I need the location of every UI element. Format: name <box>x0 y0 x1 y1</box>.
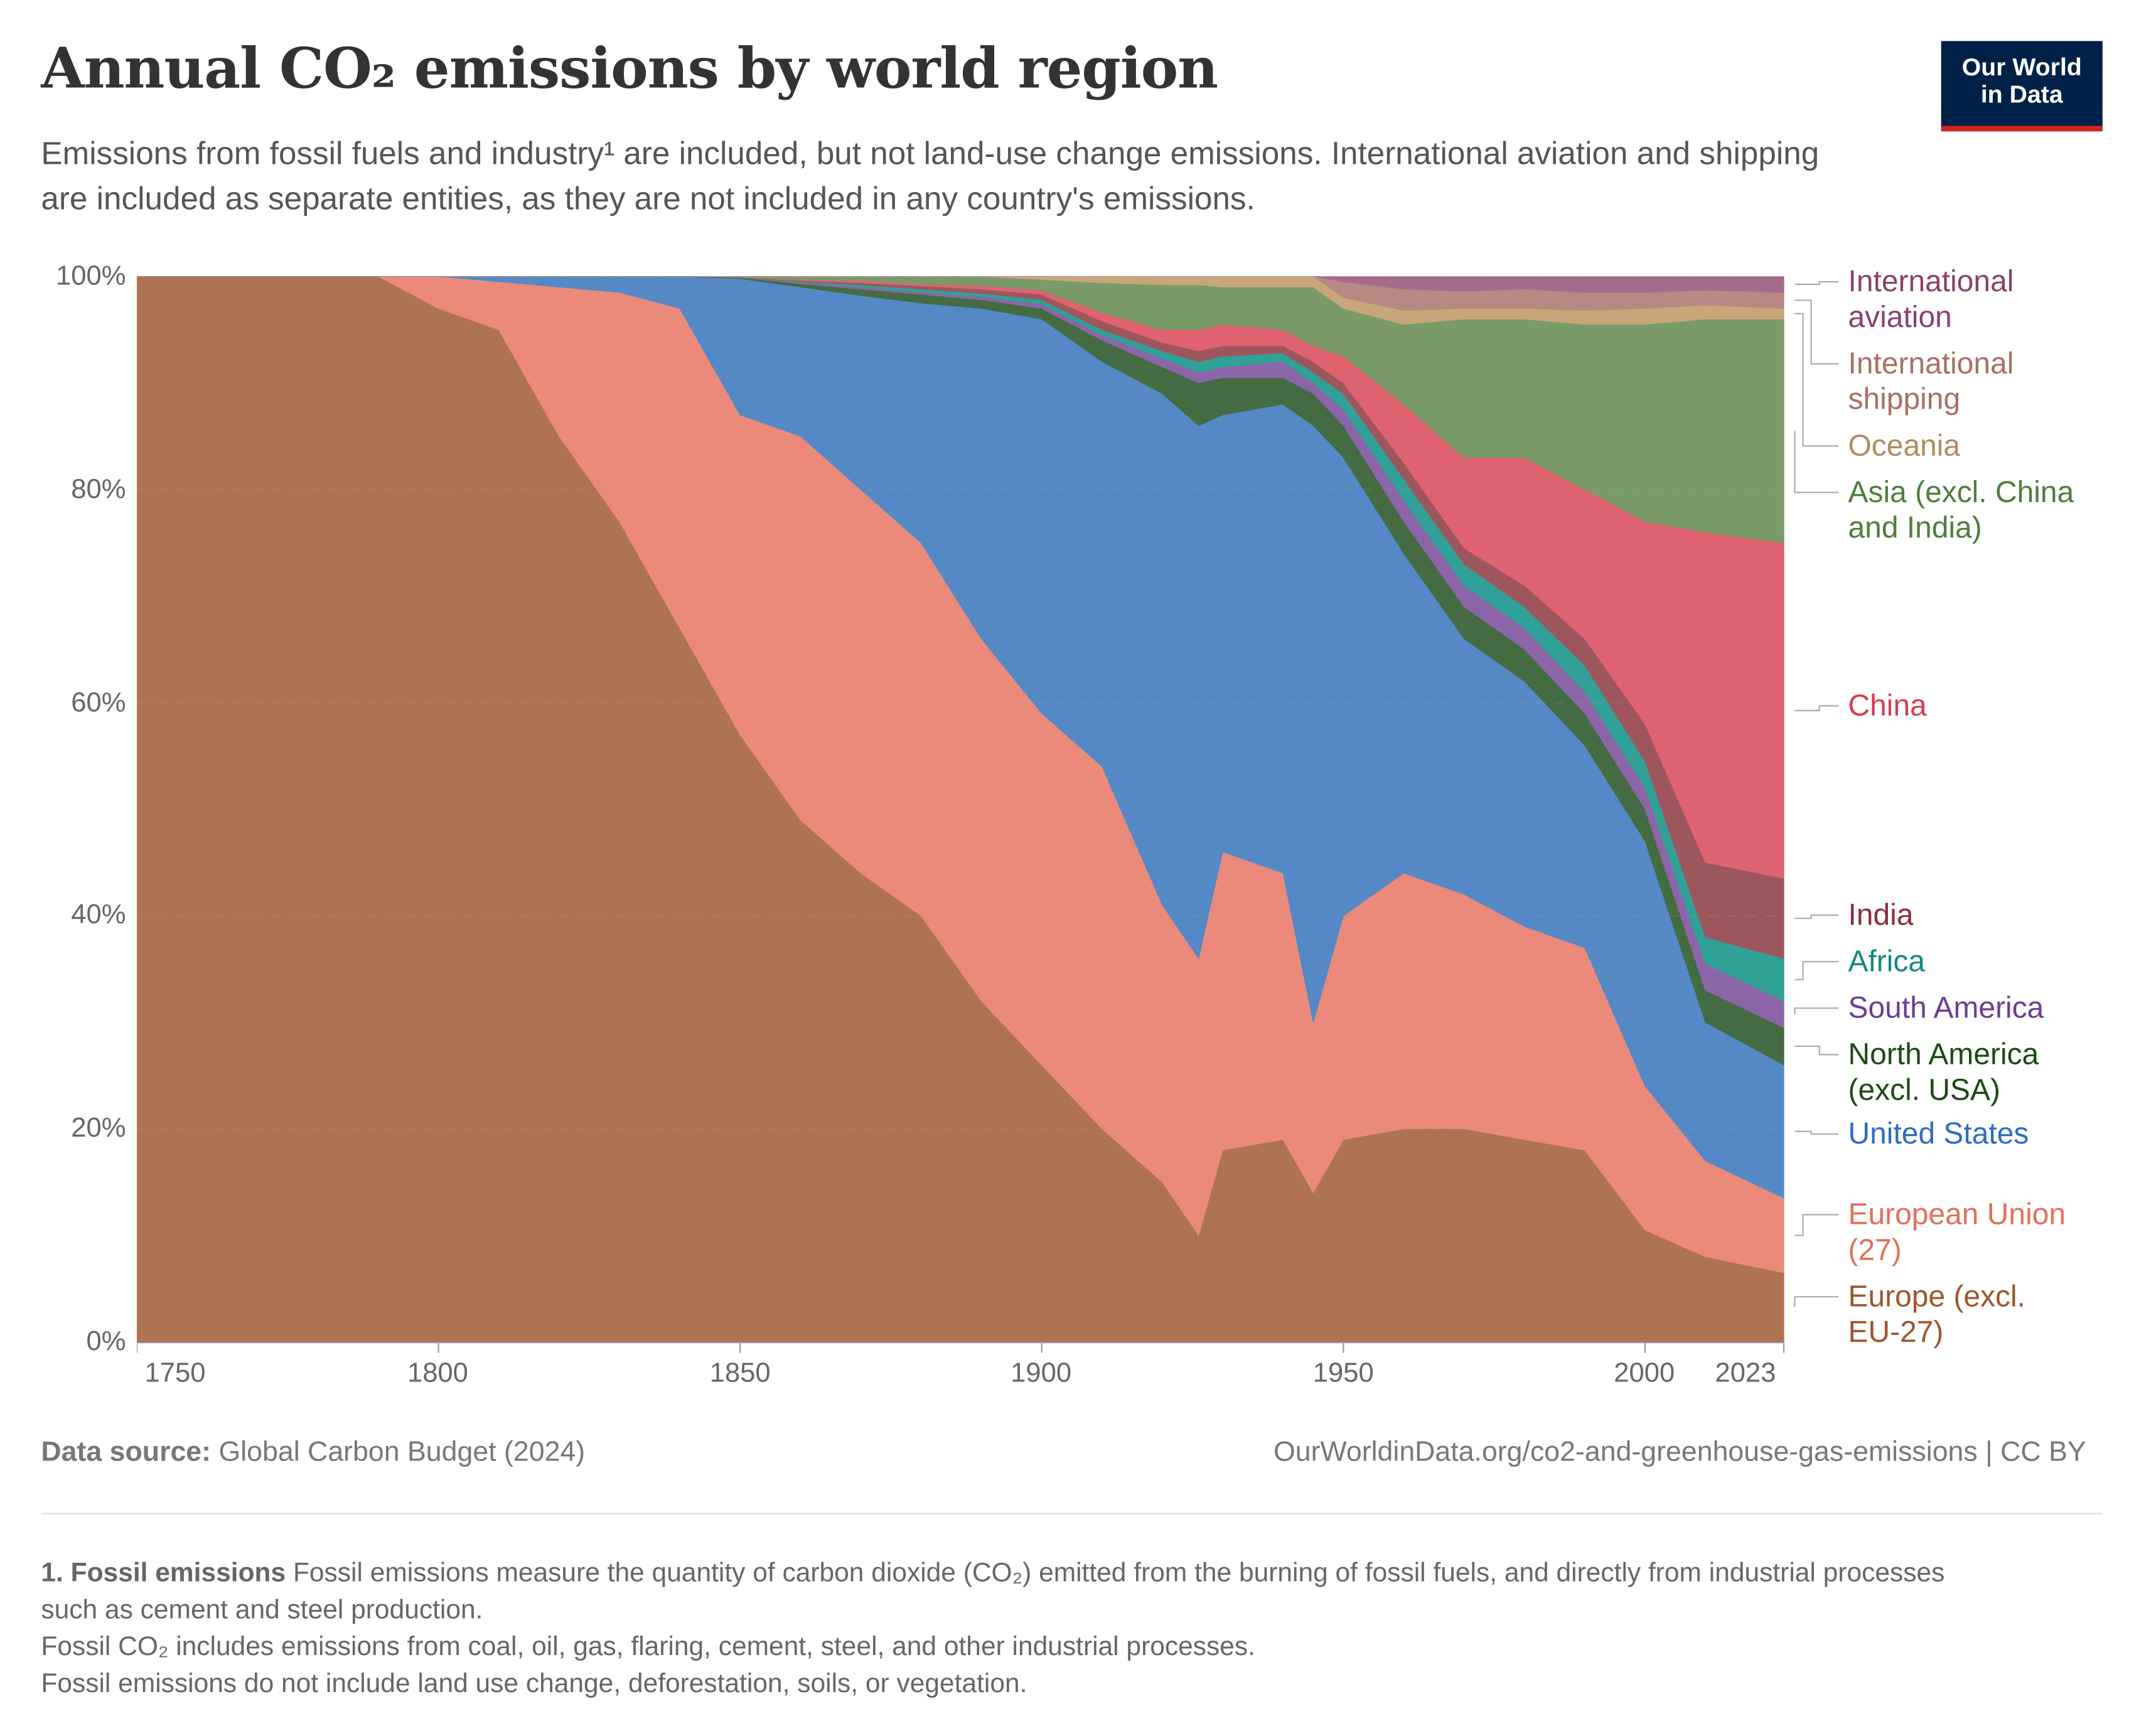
x-tick-label: 2023 <box>1715 1358 1776 1389</box>
legend-label-north-america-excl-usa[interactable]: North America (excl. USA) <box>1848 1037 2039 1108</box>
area-international-aviation[interactable] <box>136 276 1784 293</box>
legend-label-line: Europe (excl. <box>1848 1278 2026 1314</box>
legend-label-line: shipping <box>1848 382 1961 416</box>
legend-label-line: India <box>1848 897 1914 932</box>
page-subtitle: Emissions from fossil fuels and industry… <box>41 135 1820 217</box>
legend-label-line: Asia (excl. China <box>1848 474 2074 509</box>
legend-label-line: China <box>1848 688 1927 722</box>
legend-label-line: North America <box>1848 1037 2039 1071</box>
x-tick-label: 1950 <box>1312 1358 1374 1389</box>
note-3: Fossil emissions do not include land use… <box>41 1668 1027 1699</box>
legend-connector <box>1794 281 1839 286</box>
note-1: Fossil emissions measure the quantity of… <box>41 1558 1945 1626</box>
legend-label-line: International <box>1848 264 2014 299</box>
legend-label-line: (27) <box>1848 1232 1902 1267</box>
legend-label-india[interactable]: India <box>1848 897 1914 933</box>
x-tick-label: 1900 <box>1011 1358 1072 1389</box>
logo-line-1: Our World <box>1961 53 2082 81</box>
footnotes: 1. Fossil emissions Fossil emissions mea… <box>41 1555 1956 1703</box>
note-title: 1. Fossil emissions <box>41 1558 286 1589</box>
area-oceania[interactable] <box>136 276 1784 325</box>
legend-connector <box>1794 431 1839 493</box>
legend-label-africa[interactable]: Africa <box>1848 944 1926 980</box>
legend-label-line: aviation <box>1848 299 1952 334</box>
legend-label-china[interactable]: China <box>1848 688 1927 724</box>
legend-connector <box>1794 1007 1839 1015</box>
y-tick-label: 40% <box>71 900 126 931</box>
legend-connector <box>1794 1296 1839 1307</box>
legend-label-oceania[interactable]: Oceania <box>1848 428 1961 464</box>
legend-label-international-shipping[interactable]: International shipping <box>1848 346 2014 417</box>
y-tick-label: 100% <box>56 261 126 292</box>
legend-label-line: International <box>1848 346 2014 380</box>
legend-label-united-states[interactable]: United States <box>1848 1116 2029 1152</box>
legend-connector <box>1794 1130 1839 1135</box>
legend-connector <box>1794 705 1839 712</box>
y-tick-label: 0% <box>86 1327 126 1358</box>
legend-label-line: and India) <box>1848 510 1982 545</box>
logo-line-2: in Data <box>1980 80 2063 109</box>
legend-label-line: United States <box>1848 1116 2029 1150</box>
legend-connector <box>1794 1214 1839 1236</box>
legend-label-europe-excl-eu-27[interactable]: Europe (excl. EU-27) <box>1848 1279 2026 1350</box>
data-source: Data source: Global Carbon Budget (2024) <box>41 1436 585 1469</box>
y-tick-label: 80% <box>71 474 126 505</box>
x-tick-label: 1750 <box>144 1358 206 1389</box>
legend-label-european-union-27[interactable]: European Union (27) <box>1848 1197 2066 1268</box>
owid-logo[interactable]: Our World in Data <box>1941 41 2103 132</box>
y-tick-label: 20% <box>71 1113 126 1144</box>
legend-connector <box>1794 313 1839 447</box>
legend-label-line: South America <box>1848 990 2044 1025</box>
plot-area <box>136 276 1785 1353</box>
source-value: Global Carbon Budget (2024) <box>218 1436 586 1468</box>
source-label: Data source: <box>41 1436 212 1468</box>
legend-label-line: (excl. USA) <box>1848 1072 2000 1107</box>
page-title: Annual CO₂ emissions by world region <box>41 35 1218 102</box>
legend-label-line: Africa <box>1848 943 1926 978</box>
x-tick-label: 1850 <box>709 1358 771 1389</box>
legend-connector <box>1794 961 1839 980</box>
note-2: Fossil CO₂ includes emissions from coal,… <box>41 1632 1255 1663</box>
area-asia-excl-china-and-india[interactable] <box>136 276 1784 544</box>
divider <box>41 1513 2103 1514</box>
legend-connector <box>1794 299 1839 365</box>
legend-connector <box>1794 1045 1839 1056</box>
legend-label-south-america[interactable]: South America <box>1848 990 2044 1026</box>
x-tick-label: 1800 <box>407 1358 468 1389</box>
legend-label-line: EU-27) <box>1848 1314 1944 1349</box>
legend-label-line: Oceania <box>1848 428 1961 463</box>
legend-label-line: European Union <box>1848 1197 2066 1231</box>
legend-connector <box>1794 914 1839 919</box>
area-international-shipping[interactable] <box>136 276 1784 311</box>
legend-label-asia-excl-china-and-india[interactable]: Asia (excl. China and India) <box>1848 474 2074 545</box>
x-tick-label: 2000 <box>1614 1358 1675 1389</box>
legend-connectors <box>1794 281 1839 1307</box>
source-url[interactable]: OurWorldinData.org/co2-and-greenhouse-ga… <box>1273 1436 2086 1468</box>
legend-label-international-aviation[interactable]: International aviation <box>1848 264 2014 335</box>
y-tick-label: 60% <box>71 688 126 719</box>
